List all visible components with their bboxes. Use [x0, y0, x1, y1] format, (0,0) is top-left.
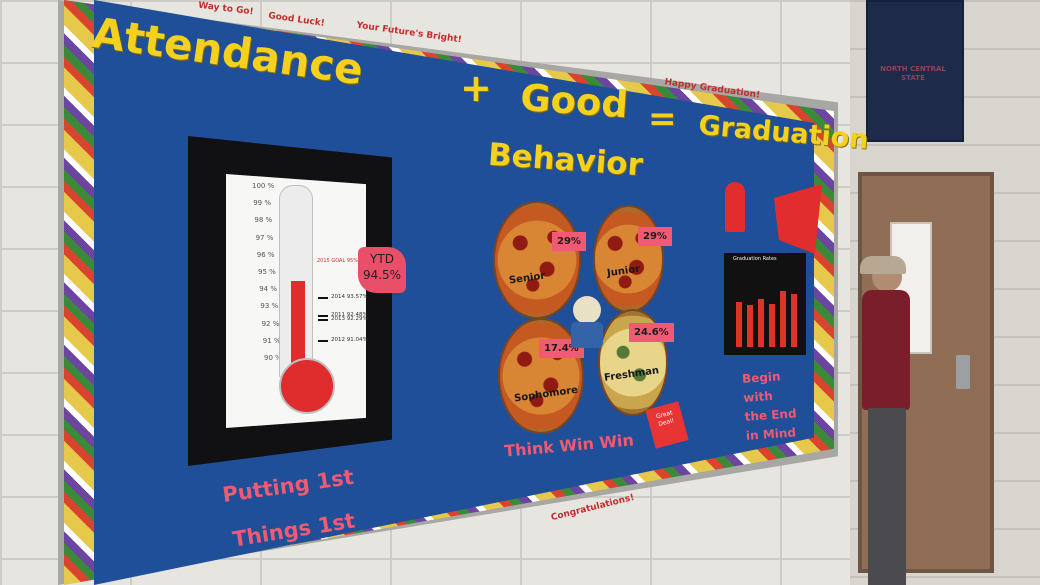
year-mark-label: 2013 92.29% — [331, 315, 368, 322]
scale-tick: 90 % — [264, 354, 282, 362]
pizza-senior — [493, 201, 581, 319]
thermometer-fill — [291, 280, 305, 378]
scale-tick: 96 % — [256, 250, 275, 259]
year-mark-line — [318, 318, 328, 321]
person-jacket — [862, 290, 910, 410]
scale-tick: 100 % — [252, 182, 275, 190]
graduation-chart-title: Graduation Rates — [733, 256, 777, 262]
pct-senior: 29% — [552, 232, 586, 251]
ytd-badge: YTD 94.5% — [358, 247, 406, 293]
scale-tick: 97 % — [255, 233, 274, 242]
pizza-sophomore — [498, 318, 584, 434]
pct-freshman: 24.6% — [629, 323, 674, 342]
person-walking — [860, 256, 918, 585]
ytd-value: 94.5% — [362, 268, 402, 282]
year-mark-line — [318, 340, 328, 343]
graduation-bar — [769, 303, 775, 347]
pizza-junior — [593, 205, 664, 313]
pct-junior: 29% — [638, 227, 672, 246]
scale-tick: 92 % — [261, 319, 280, 328]
title-good: Good — [519, 76, 630, 127]
scale-tick: 95 % — [258, 268, 276, 276]
year-mark-label: 2014 93.57% — [331, 293, 368, 300]
ytd-label: YTD — [370, 252, 394, 266]
person-cap — [860, 256, 906, 274]
cartoon-mouse-chef — [567, 296, 607, 352]
caption-begin-with-end: Begin with the End in Mind — [741, 369, 797, 443]
year-mark-label: 2011 92.48% — [331, 312, 368, 319]
thermometer-bulb — [279, 358, 335, 414]
person-legs — [868, 408, 906, 585]
graduation-bar — [736, 302, 742, 347]
door-handle — [956, 355, 970, 389]
scale-tick: 91 % — [262, 336, 281, 345]
year-mark-line — [318, 296, 328, 299]
scale-tick: 94 % — [259, 285, 277, 294]
scale-tick: 98 % — [254, 216, 273, 225]
graduate-cutout — [725, 182, 745, 232]
goal-label: 2015 GOAL 95% — [317, 258, 358, 264]
scale-tick: 93 % — [260, 302, 279, 311]
graduation-bar — [747, 305, 753, 347]
hanging-banner — [866, 0, 964, 142]
graduation-bar — [780, 290, 786, 347]
year-mark-label: 2012 91.04% — [331, 337, 368, 344]
graduation-bar — [758, 299, 764, 347]
banner-text: NORTH CENTRAL STATE — [880, 65, 946, 82]
scale-tick: 99 % — [253, 199, 271, 208]
title-equals: = — [648, 99, 677, 139]
title-plus: + — [460, 66, 492, 110]
graduation-bar — [791, 293, 797, 347]
year-mark-line — [318, 315, 328, 318]
